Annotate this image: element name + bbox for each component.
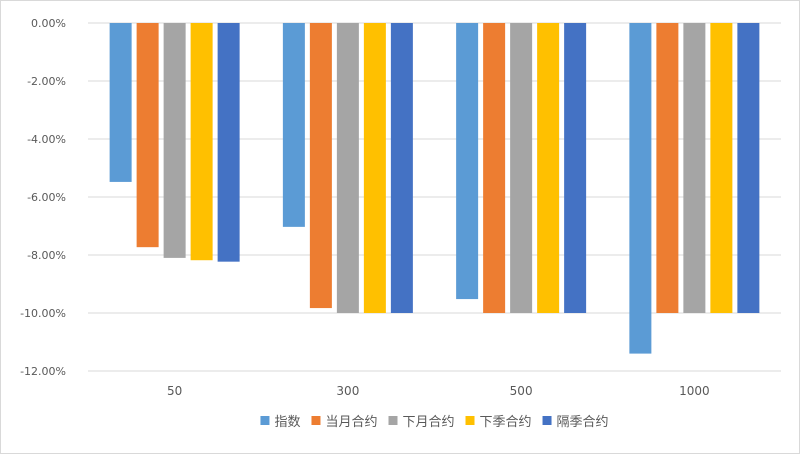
- legend-swatch: [542, 416, 552, 425]
- legend-item: 当月合约: [311, 415, 377, 430]
- bar-300-series-4: [390, 23, 413, 313]
- legend-swatch: [388, 416, 398, 425]
- bar-500-series-0: [456, 23, 479, 300]
- bars: [109, 23, 760, 354]
- y-tick-label: -10.00%: [20, 307, 66, 320]
- legend: 指数 当月合约 下月合约 下季合约 隔季合约: [260, 415, 609, 430]
- y-tick-label: -12.00%: [20, 365, 66, 378]
- y-tick-label: -2.00%: [27, 75, 66, 88]
- bar-50-series-1: [136, 23, 159, 248]
- bar-300-series-0: [282, 23, 305, 227]
- legend-label: 下月合约: [402, 415, 454, 430]
- category-label: 300: [336, 384, 359, 398]
- bar-50-series-4: [217, 23, 240, 262]
- y-tick-label: -4.00%: [27, 133, 66, 146]
- bar-500-series-2: [510, 23, 533, 313]
- legend-swatch: [260, 416, 270, 425]
- bar-300-series-1: [309, 23, 332, 309]
- x-axis-category-labels: 50 300 500 1000: [167, 384, 710, 398]
- y-tick-label: -8.00%: [27, 249, 66, 262]
- bar-50-series-0: [109, 23, 132, 182]
- bar-1000-series-4: [737, 23, 760, 313]
- bar-300-series-2: [336, 23, 359, 313]
- bar-500-series-4: [564, 23, 587, 313]
- legend-item: 指数: [260, 415, 300, 430]
- category-label: 1000: [679, 384, 710, 398]
- legend-label: 下季合约: [480, 415, 532, 430]
- category-label: 50: [167, 384, 182, 398]
- bar-50-series-2: [163, 23, 186, 258]
- bar-500-series-3: [537, 23, 560, 313]
- legend-swatch: [311, 416, 321, 425]
- bar-1000-series-2: [683, 23, 706, 313]
- bar-500-series-1: [483, 23, 506, 313]
- legend-item: 下季合约: [465, 415, 532, 430]
- legend-label: 指数: [274, 415, 300, 430]
- category-label: 500: [510, 384, 533, 398]
- y-axis-tick-labels: 0.00% -2.00% -4.00% -6.00% -8.00% -10.00% -12.…: [20, 17, 66, 378]
- legend-item: 下月合约: [388, 415, 455, 430]
- legend-label: 隔季合约: [557, 415, 609, 430]
- legend-item: 隔季合约: [542, 415, 609, 430]
- legend-label: 当月合约: [325, 415, 377, 430]
- bar-300-series-3: [363, 23, 386, 313]
- bar-1000-series-3: [710, 23, 733, 313]
- bar-50-series-3: [190, 23, 213, 261]
- bar-1000-series-1: [656, 23, 679, 313]
- bar-1000-series-0: [629, 23, 652, 354]
- y-tick-label: 0.00%: [31, 17, 66, 30]
- y-tick-label: -6.00%: [27, 191, 66, 204]
- legend-swatch: [465, 416, 475, 425]
